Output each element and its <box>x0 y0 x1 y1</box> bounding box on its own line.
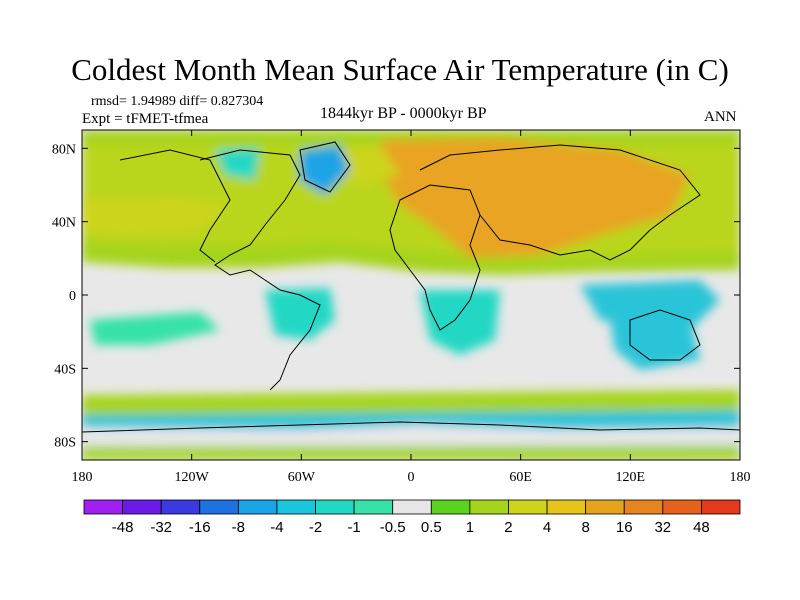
colorbar-label: 4 <box>543 519 551 536</box>
lat-tick-label: 40S <box>54 362 76 377</box>
lon-tick-label: 120W <box>175 470 210 485</box>
colorbar-label: -32 <box>150 519 172 536</box>
colorbar-label: 8 <box>581 519 589 536</box>
lon-tick-label: 60E <box>509 470 532 485</box>
lat-tick-label: 40N <box>52 216 76 231</box>
lat-tick-label: 0 <box>69 289 76 304</box>
lon-tick-label: 180 <box>730 470 751 485</box>
lon-tick-label: 180 <box>72 470 93 485</box>
colorbar-label: 0.5 <box>421 519 442 536</box>
colorbar-swatch <box>199 499 239 515</box>
colorbar-swatch <box>469 499 509 515</box>
lon-tick-label: 120E <box>616 470 646 485</box>
colorbar-swatch <box>662 499 702 515</box>
plot-title: Coldest Month Mean Surface Air Temperatu… <box>71 52 729 87</box>
colorbar: -48 -32 -16 -8 -4 -2 -1 -0.5 0.5 1 2 4 8 16 32 48 <box>83 499 741 536</box>
experiment-label: Expt = tFMET-tfmea <box>82 111 209 127</box>
time-period-label: 1844kyr BP - 0000kyr BP <box>320 105 487 122</box>
colorbar-swatch <box>237 499 278 515</box>
colorbar-label: -16 <box>189 519 211 536</box>
lat-tick-label: 80S <box>54 436 76 451</box>
colorbar-label: -48 <box>112 519 134 536</box>
colorbar-swatch <box>315 499 355 515</box>
colorbar-swatch <box>701 499 741 515</box>
lon-tick-label: 60W <box>288 470 316 485</box>
temperature-field <box>82 130 740 460</box>
colorbar-label: -2 <box>309 519 322 536</box>
lat-tick-label: 80N <box>52 142 76 157</box>
colorbar-swatch <box>276 499 316 515</box>
colorbar-label: 32 <box>654 519 671 536</box>
colorbar-swatch <box>546 499 587 515</box>
season-label: ANN <box>704 109 737 125</box>
colorbar-label: 2 <box>504 519 512 536</box>
rmsd-diff-stats: rmsd= 1.94989 diff= 0.827304 <box>91 94 264 109</box>
colorbar-swatch <box>392 499 432 515</box>
lon-tick-label: 0 <box>408 470 415 485</box>
colorbar-swatch <box>122 499 162 515</box>
colorbar-swatch <box>83 499 123 515</box>
latitude-axis: 80N 40N 0 40S 80S <box>52 142 740 451</box>
colorbar-label: 16 <box>616 519 633 536</box>
colorbar-label: 1 <box>466 519 474 536</box>
coastlines <box>82 141 740 433</box>
longitude-axis: 180 120W 60W 0 60E 120E 180 <box>72 130 751 485</box>
colorbar-swatch <box>430 499 471 515</box>
colorbar-swatch <box>353 499 394 515</box>
colorbar-label: -4 <box>270 519 283 536</box>
colorbar-swatch <box>623 499 664 515</box>
colorbar-swatch <box>160 499 201 515</box>
colorbar-label: 48 <box>693 519 710 536</box>
colorbar-swatch <box>508 499 548 515</box>
colorbar-label: -8 <box>232 519 245 536</box>
colorbar-label: -1 <box>347 519 360 536</box>
colorbar-label: -0.5 <box>380 519 406 536</box>
colorbar-swatch <box>585 499 625 515</box>
